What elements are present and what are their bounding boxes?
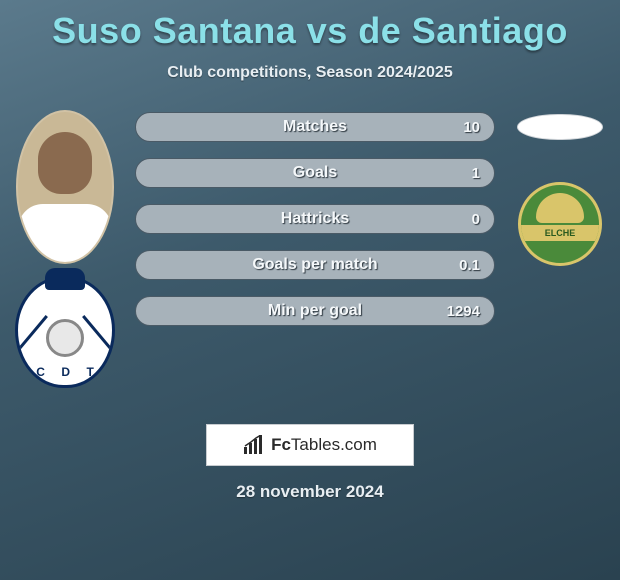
right-player-column: ELCHE: [500, 110, 620, 266]
footer-brand-rest: Tables.com: [291, 435, 377, 454]
footer-date: 28 november 2024: [0, 482, 620, 502]
club-left-letter: D: [61, 365, 70, 379]
footer-brand-bold: Fc: [271, 435, 291, 454]
stat-value-right: 10: [463, 119, 480, 136]
stats-bars: Matches 10 Goals 1 Hattricks 0 Goals per…: [130, 110, 500, 326]
stat-value-right: 1: [472, 165, 480, 182]
stat-row-goals: Goals 1: [135, 158, 495, 188]
footer-brand: FcTables.com: [206, 424, 414, 466]
stat-row-goals-per-match: Goals per match 0.1: [135, 250, 495, 280]
player-photo-left: [16, 110, 114, 264]
player-photo-right: [517, 114, 603, 140]
page-title: Suso Santana vs de Santiago: [0, 0, 620, 52]
stat-label: Matches: [283, 118, 347, 136]
stat-value-right: 1294: [447, 303, 480, 320]
footer-brand-text: FcTables.com: [271, 435, 377, 455]
club-right-band: ELCHE: [521, 225, 599, 241]
fctables-icon: [243, 435, 265, 455]
stats-area: C D T Matches 10 Goals 1 Hattricks 0 Goa…: [0, 110, 620, 388]
stat-label: Goals per match: [252, 256, 377, 274]
left-player-column: C D T: [0, 110, 130, 388]
club-badge-left: C D T: [15, 276, 115, 388]
club-badge-right: ELCHE: [518, 182, 602, 266]
club-left-letter: C: [36, 365, 45, 379]
stat-value-right: 0.1: [459, 257, 480, 274]
stat-label: Min per goal: [268, 302, 362, 320]
page-subtitle: Club competitions, Season 2024/2025: [0, 64, 620, 82]
club-left-letter: T: [86, 365, 93, 379]
stat-row-hattricks: Hattricks 0: [135, 204, 495, 234]
stat-value-right: 0: [472, 211, 480, 228]
stat-label: Goals: [293, 164, 337, 182]
stat-row-min-per-goal: Min per goal 1294: [135, 296, 495, 326]
stat-row-matches: Matches 10: [135, 112, 495, 142]
stat-label: Hattricks: [281, 210, 349, 228]
